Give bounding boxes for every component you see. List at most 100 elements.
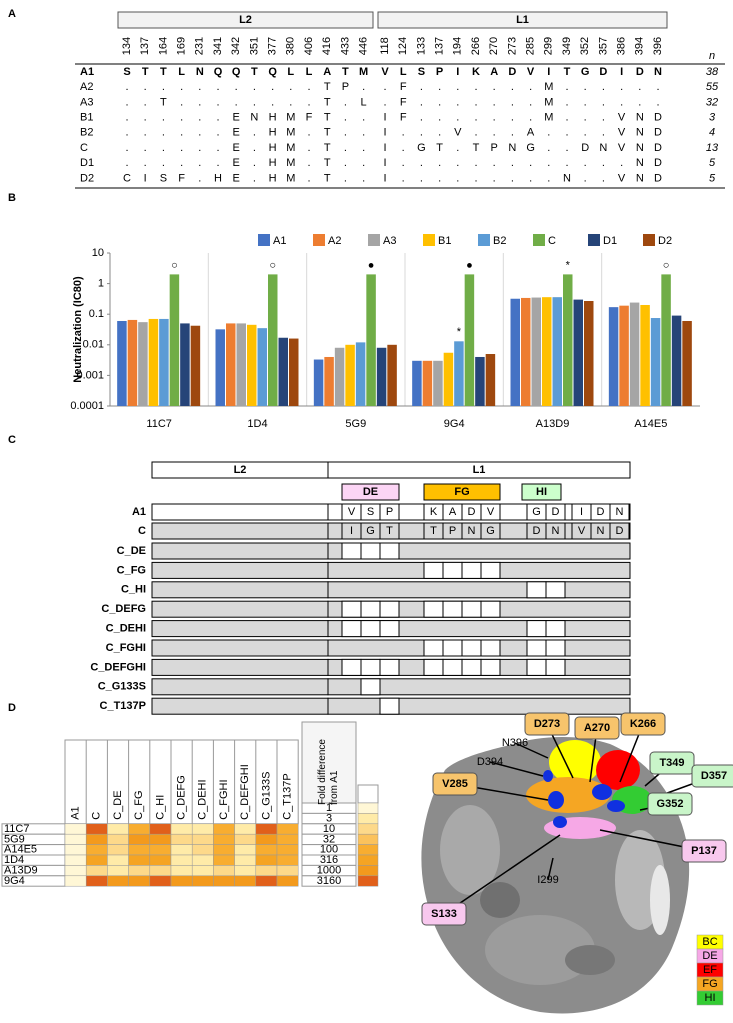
residue: .: [547, 172, 550, 184]
residue: Q: [214, 66, 223, 78]
y-tick-label: 10: [92, 247, 104, 259]
y-tick-label: 0.01: [83, 339, 104, 351]
residue: .: [180, 96, 183, 108]
row-label: C_DEHI: [106, 623, 146, 635]
position-label: 137: [139, 37, 151, 55]
l2-segment: [151, 620, 329, 638]
residue: .: [493, 81, 496, 93]
bar: [510, 298, 520, 406]
row-label: A14E5: [4, 844, 37, 856]
pointer: [489, 761, 544, 777]
l2-segment: [151, 542, 329, 560]
bar: [268, 274, 278, 406]
annotation: ●: [466, 259, 473, 271]
row-label: D1: [80, 157, 94, 169]
residue: I: [620, 66, 623, 78]
residue: T: [473, 142, 480, 154]
residue: .: [602, 96, 605, 108]
residue-cell: [379, 600, 400, 618]
legend-label: D2: [658, 235, 672, 247]
position-label: 341: [212, 37, 224, 55]
residue: G: [417, 142, 426, 154]
residue: N: [597, 525, 605, 537]
residue: V: [454, 127, 462, 139]
residue-cell: [341, 600, 362, 618]
label-box: [649, 751, 695, 775]
panel-letter: B: [8, 192, 16, 204]
residue: V: [381, 66, 389, 78]
legend-label: HI: [705, 992, 716, 1004]
motif-label: FG: [454, 486, 469, 498]
row-label: B2: [80, 127, 93, 139]
heat-cell: [255, 833, 278, 845]
residue-cell: [379, 620, 400, 638]
residue-label: G352: [657, 798, 684, 810]
row-label: C_DEFGHI: [90, 661, 146, 673]
label-box: [691, 764, 733, 788]
residue-cell: [360, 542, 381, 560]
n-header: n: [709, 50, 715, 62]
residue: I: [383, 142, 386, 154]
bar: [552, 297, 562, 406]
bar: [563, 274, 573, 406]
bar: [334, 347, 345, 406]
bar: [324, 356, 334, 406]
legend-label: A1: [273, 235, 286, 247]
residue: .: [602, 157, 605, 169]
residue: H: [269, 112, 277, 124]
bar: [345, 344, 355, 406]
residue: .: [602, 81, 605, 93]
residue: .: [656, 81, 659, 93]
position-label: 351: [248, 37, 260, 55]
residue: .: [456, 96, 459, 108]
panel-letter: A: [8, 8, 16, 20]
residue-cell: [423, 561, 444, 579]
residue: .: [125, 157, 128, 169]
residue: .: [253, 127, 256, 139]
residue: .: [402, 127, 405, 139]
row-label: C_G133S: [98, 681, 146, 693]
residue: .: [565, 127, 568, 139]
y-tick-label: 1: [98, 278, 104, 290]
residue: T: [342, 66, 349, 78]
label-box: [647, 792, 693, 816]
residue: D: [654, 142, 662, 154]
heat-cell: [170, 875, 193, 887]
residue: .: [584, 157, 587, 169]
residue: H: [269, 142, 277, 154]
residue: .: [620, 96, 623, 108]
residue: .: [180, 142, 183, 154]
residue-cell: [461, 639, 482, 657]
residue: .: [565, 81, 568, 93]
residue: .: [402, 172, 405, 184]
residue: F: [306, 112, 313, 124]
motif-box: [521, 483, 562, 501]
residue: M: [544, 81, 553, 93]
residue: N: [468, 525, 476, 537]
l1-segment: [327, 697, 631, 715]
residue: .: [216, 142, 219, 154]
n-value: 5: [709, 157, 716, 169]
scale-swatch: [357, 823, 379, 835]
position-label: 134: [121, 37, 133, 55]
residue: .: [529, 157, 532, 169]
heat-cell: [234, 844, 257, 856]
row-label: B1: [80, 112, 93, 124]
position-label: 342: [230, 37, 242, 55]
residue: V: [487, 506, 495, 518]
label-box: [524, 712, 570, 736]
residue: K: [472, 66, 480, 78]
residue: .: [529, 96, 532, 108]
bar: [443, 352, 454, 406]
residue-cell: [423, 658, 444, 676]
group-box: [377, 11, 668, 29]
row-label: A13D9: [4, 865, 38, 877]
column-label: C_T137P: [282, 773, 294, 819]
residue: .: [253, 142, 256, 154]
residue: .: [493, 127, 496, 139]
residue: .: [162, 127, 165, 139]
residue-cell: [609, 503, 630, 521]
residue: F: [400, 112, 407, 124]
residue-label: D273: [534, 718, 560, 730]
residue: M: [286, 112, 295, 124]
